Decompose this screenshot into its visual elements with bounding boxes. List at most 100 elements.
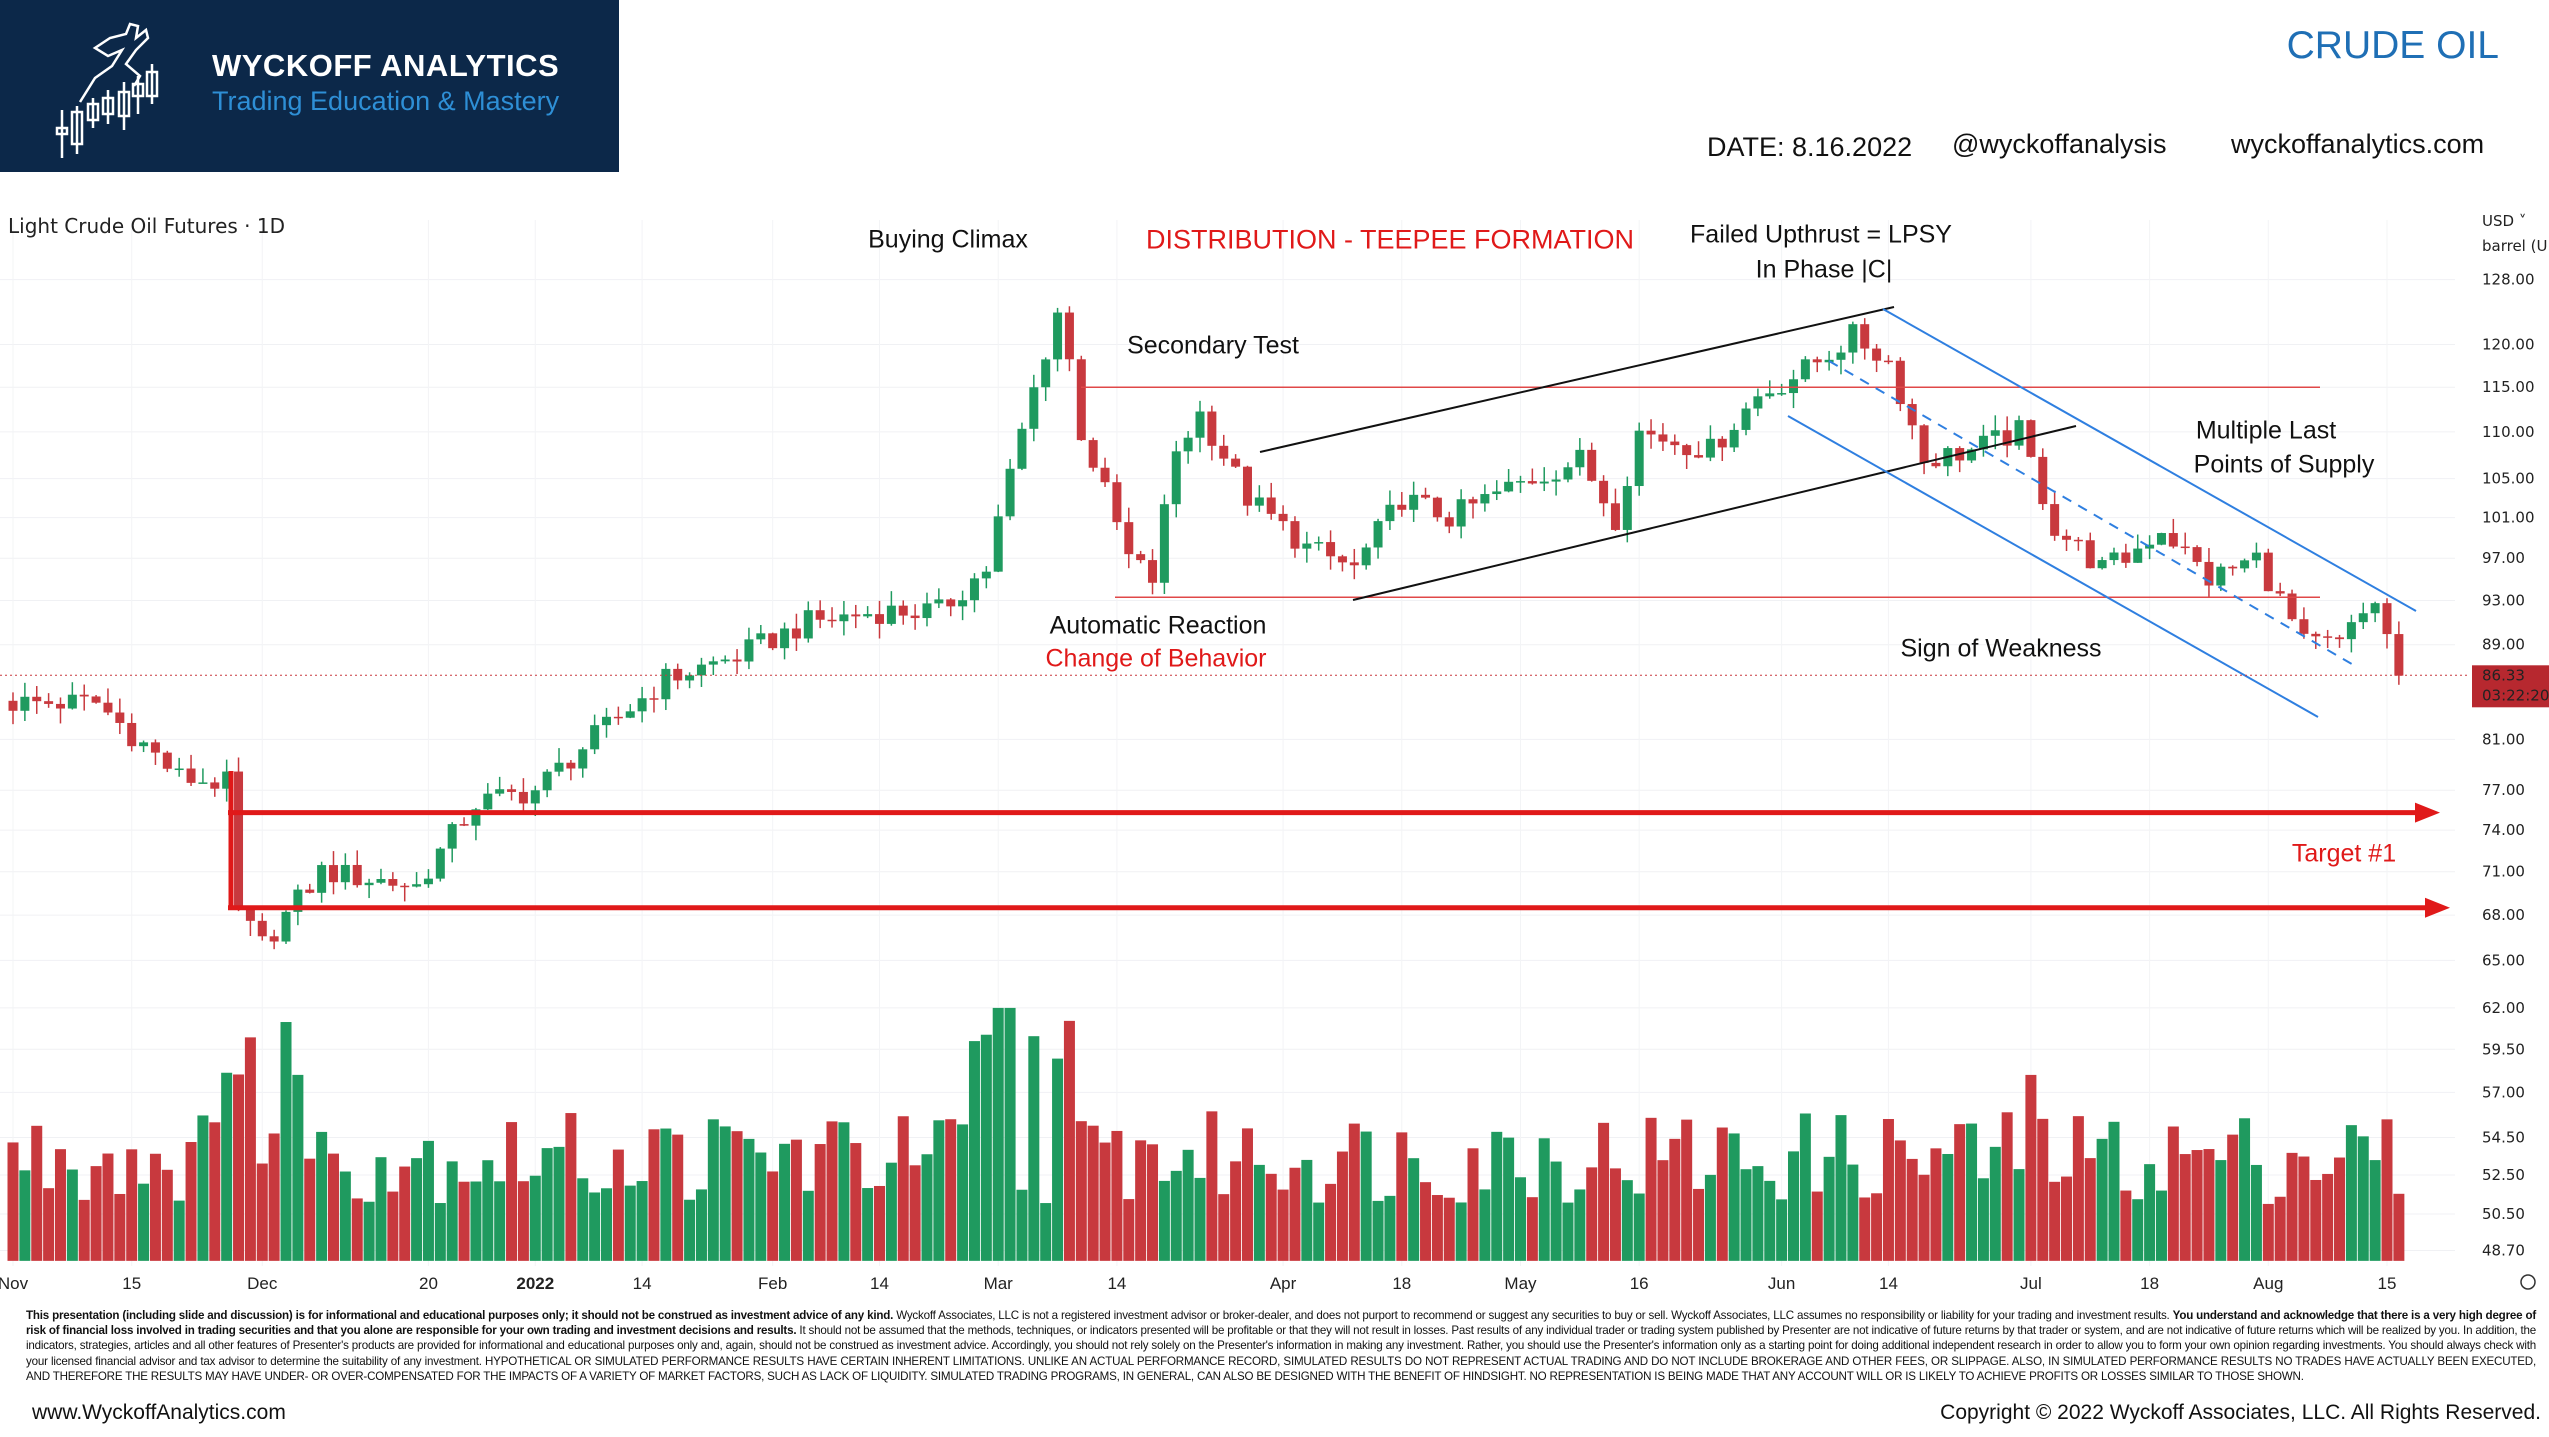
volume-bar xyxy=(755,1152,767,1261)
candle-body xyxy=(815,610,825,620)
y-tick-label: 59.50 xyxy=(2482,1040,2525,1058)
candle-body xyxy=(649,698,659,700)
volume-bar xyxy=(1621,1180,1633,1261)
volume-bar xyxy=(577,1178,589,1261)
volume-bar xyxy=(149,1153,161,1261)
candle-body xyxy=(2382,603,2392,635)
volume-bar xyxy=(1930,1148,1942,1261)
volume-bar xyxy=(1823,1156,1835,1261)
volume-bar xyxy=(957,1124,969,1261)
volume-bar xyxy=(719,1126,731,1261)
volume-bar xyxy=(541,1148,553,1261)
candle-body xyxy=(1231,458,1241,467)
x-tick-label: 14 xyxy=(633,1274,652,1293)
x-tick-label: Jun xyxy=(1768,1274,1795,1293)
volume-bar xyxy=(387,1191,399,1261)
candle-body xyxy=(1539,481,1549,484)
candle-body xyxy=(590,725,600,750)
twitter-handle[interactable]: @wyckoffanalysis xyxy=(1952,129,2167,159)
volume-bar xyxy=(1954,1124,1966,1261)
volume-bar xyxy=(1087,1125,1099,1261)
volume-bar xyxy=(1325,1183,1337,1261)
volume-bar xyxy=(185,1142,197,1261)
candle-body xyxy=(1041,359,1051,388)
arrowhead-icon xyxy=(2425,897,2450,918)
volume-bar xyxy=(2037,1118,2049,1261)
volume-bar xyxy=(138,1183,150,1261)
candle-body xyxy=(2145,544,2155,549)
candle-body xyxy=(981,571,991,579)
candle-body xyxy=(1444,517,1454,527)
y-tick-label: 101.00 xyxy=(2482,509,2535,527)
candle-body xyxy=(2026,420,2036,457)
candle-body xyxy=(2097,560,2107,569)
brand-name: WYCKOFF ANALYTICS xyxy=(212,48,560,83)
candle-body xyxy=(969,578,979,601)
candle-body xyxy=(2192,547,2202,562)
candle-body xyxy=(162,752,172,769)
x-tick-label: 15 xyxy=(122,1274,141,1293)
candle-body xyxy=(2062,535,2072,540)
volume-bar xyxy=(446,1161,458,1261)
volume-bar xyxy=(1835,1115,1847,1261)
candle-body xyxy=(1717,438,1727,448)
candle-body xyxy=(269,936,279,942)
website-link[interactable]: wyckoffanalytics.com xyxy=(2231,129,2485,159)
volume-bar xyxy=(90,1166,102,1261)
volume-bar xyxy=(814,1144,826,1261)
volume-bar xyxy=(458,1181,470,1261)
volume-bar xyxy=(173,1200,185,1261)
candle-body xyxy=(1883,360,1893,363)
last-price-value: 86.33 xyxy=(2482,666,2525,684)
candle-body xyxy=(566,762,576,769)
candle-body xyxy=(518,791,528,804)
volume-bar xyxy=(1574,1189,1586,1261)
candle-body xyxy=(1112,482,1122,523)
volume-bar xyxy=(636,1181,648,1261)
candle-body xyxy=(1848,324,1858,353)
copyright: Copyright © 2022 Wyckoff Associates, LLC… xyxy=(1940,1401,2541,1424)
volume-bar xyxy=(1491,1131,1503,1261)
candle-body xyxy=(1171,451,1181,505)
volume-bar xyxy=(2322,1173,2334,1261)
volume-bar xyxy=(1313,1202,1325,1261)
volume-bar xyxy=(2179,1154,2191,1261)
volume-bar xyxy=(660,1128,672,1261)
downtrend-channel-mid xyxy=(1828,360,2358,668)
volume-bar xyxy=(399,1166,411,1261)
volume-bar xyxy=(506,1122,518,1261)
volume-bar xyxy=(2369,1160,2381,1261)
candle-body xyxy=(2002,430,2012,446)
candle-body xyxy=(625,711,635,718)
candle-body xyxy=(1515,481,1525,483)
volume-bar xyxy=(1550,1161,1562,1261)
volume-bar xyxy=(1230,1161,1242,1261)
candle-body xyxy=(756,633,766,640)
volume-bar xyxy=(1966,1123,1978,1261)
volume-bar xyxy=(897,1116,909,1261)
candle-body xyxy=(602,716,611,726)
candle-body xyxy=(2156,533,2166,545)
candle-body xyxy=(851,614,861,617)
volume-bar xyxy=(826,1121,838,1261)
x-tick-label: 16 xyxy=(1630,1274,1649,1293)
volume-bar xyxy=(2286,1152,2298,1261)
candle-body xyxy=(328,865,338,883)
volume-bar xyxy=(375,1157,387,1261)
volume-bar xyxy=(1776,1199,1788,1261)
volume-bar xyxy=(2298,1156,2310,1261)
candle-body xyxy=(1432,497,1442,518)
volume-bar xyxy=(1657,1160,1669,1261)
candle-body xyxy=(1302,543,1312,549)
volume-bar xyxy=(280,1022,292,1261)
footer-website[interactable]: www.WyckoffAnalytics.com xyxy=(32,1401,286,1424)
volume-bar xyxy=(1586,1167,1598,1261)
y-tick-label: 77.00 xyxy=(2482,781,2525,799)
candle-body xyxy=(1290,521,1300,549)
volume-bar xyxy=(161,1169,173,1261)
volume-bar xyxy=(1882,1119,1894,1261)
candle-body xyxy=(1349,562,1359,566)
candle-body xyxy=(67,694,77,709)
y-tick-label: 50.50 xyxy=(2482,1205,2525,1223)
